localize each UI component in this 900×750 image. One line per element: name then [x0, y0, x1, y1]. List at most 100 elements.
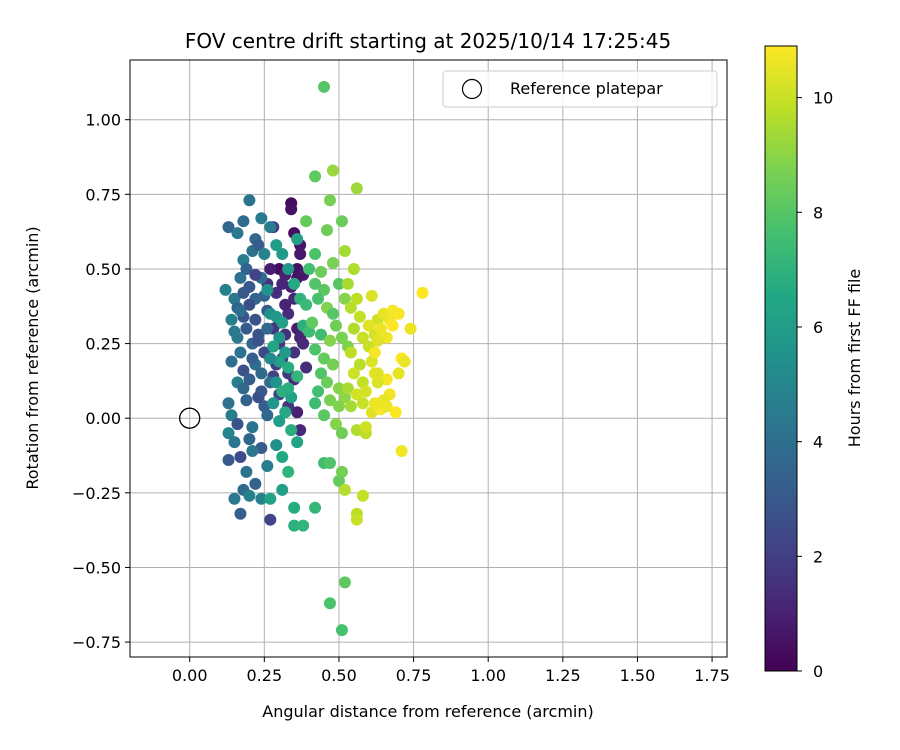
scatter-point: [231, 227, 244, 240]
reference-platepar-point: [179, 407, 201, 429]
scatter-point: [234, 304, 247, 317]
scatter-point: [255, 385, 268, 398]
scatter-point: [240, 465, 253, 478]
scatter-point: [228, 492, 241, 505]
scatter-point: [273, 415, 286, 428]
x-tick-label: 1.25: [545, 666, 581, 685]
scatter-point: [347, 262, 360, 275]
scatter-point: [234, 346, 247, 359]
scatter-point: [279, 406, 292, 419]
scatter-point: [276, 483, 289, 496]
x-tick-label: 1.75: [694, 666, 730, 685]
y-tick-label: 1.00: [85, 111, 121, 130]
x-tick-label: 0.50: [321, 666, 357, 685]
scatter-point: [338, 576, 351, 589]
scatter-point: [398, 355, 411, 368]
x-axis-ticks: 0.00 0.25 0.50 0.75 1.00 1.25 1.50 1.75: [172, 657, 730, 685]
scatter-point: [225, 409, 238, 422]
scatter-point: [386, 304, 399, 317]
scatter-point: [246, 445, 259, 458]
scatter-point: [344, 301, 357, 314]
scatter-point: [326, 164, 339, 177]
scatter-point: [362, 319, 375, 332]
legend: Reference platepar: [442, 70, 718, 108]
scatter-point: [341, 277, 354, 290]
scatter-point: [294, 248, 307, 261]
scatter-point: [288, 277, 301, 290]
scatter-point: [231, 418, 244, 431]
scatter-point: [228, 325, 241, 338]
scatter-point: [264, 492, 277, 505]
scatter-point: [264, 352, 277, 365]
scatter-point: [368, 397, 381, 410]
scatter-point: [258, 248, 271, 261]
scatter-point: [350, 182, 363, 195]
colorbar-tick-label: 2: [813, 547, 823, 566]
scatter-point: [306, 316, 319, 329]
scatter-point: [270, 439, 283, 452]
scatter-point: [270, 376, 283, 389]
scatter-point: [291, 436, 304, 449]
scatter-point: [291, 233, 304, 246]
scatter-point: [243, 489, 256, 502]
scatter-point: [243, 298, 256, 311]
scatter-point: [303, 262, 316, 275]
scatter-points: [219, 80, 429, 637]
colorbar-label: Hours from first FF file: [845, 269, 864, 448]
legend-open-circle-marker: [461, 78, 483, 100]
scatter-point: [309, 343, 322, 356]
scatter-point: [380, 400, 393, 413]
scatter-point: [371, 334, 384, 347]
x-tick-label: 0.25: [247, 666, 283, 685]
scatter-point: [255, 212, 268, 225]
x-tick-label: 0.00: [172, 666, 208, 685]
scatter-point: [332, 400, 345, 413]
scatter-point: [389, 406, 402, 419]
legend-box: [442, 70, 718, 108]
scatter-point: [329, 418, 342, 431]
scatter-point: [273, 331, 286, 344]
scatter-point: [261, 459, 274, 472]
scatter-point: [234, 451, 247, 464]
scatter-point: [252, 239, 265, 252]
scatter-point: [279, 298, 292, 311]
scatter-point: [282, 465, 295, 478]
scatter-point: [240, 394, 253, 407]
scatter-point: [359, 421, 372, 434]
scatter-point: [371, 376, 384, 389]
scatter-point: [225, 313, 238, 326]
scatter-point: [326, 358, 339, 371]
scatter-point: [323, 194, 336, 207]
scatter-point: [318, 352, 331, 365]
scatter-point: [237, 286, 250, 299]
y-tick-label: 0.75: [85, 185, 121, 204]
scatter-point: [285, 203, 298, 216]
scatter-point: [255, 492, 268, 505]
scatter-point: [350, 292, 363, 305]
scatter-point: [237, 382, 250, 395]
scatter-point: [374, 322, 387, 335]
scatter-point: [318, 409, 331, 422]
scatter-point: [285, 424, 298, 437]
scatter-point: [332, 382, 345, 395]
scatter-point: [309, 277, 322, 290]
scatter-point: [356, 489, 369, 502]
scatter-point: [255, 367, 268, 380]
scatter-point: [356, 331, 369, 344]
scatter-point: [246, 352, 259, 365]
scatter-point: [234, 271, 247, 284]
x-tick-label: 1.50: [620, 666, 656, 685]
scatter-point: [350, 513, 363, 526]
scatter-point: [240, 322, 253, 335]
colorbar-gradient: [764, 45, 798, 672]
scatter-point: [416, 286, 429, 299]
scatter-point: [356, 397, 369, 410]
scatter-point: [341, 382, 354, 395]
scatter-point: [335, 331, 348, 344]
scatter-point: [335, 624, 348, 637]
scatter-point: [300, 215, 313, 228]
scatter-point: [332, 277, 345, 290]
y-tick-label: 0.50: [85, 260, 121, 279]
y-tick-label: −0.75: [72, 633, 121, 652]
